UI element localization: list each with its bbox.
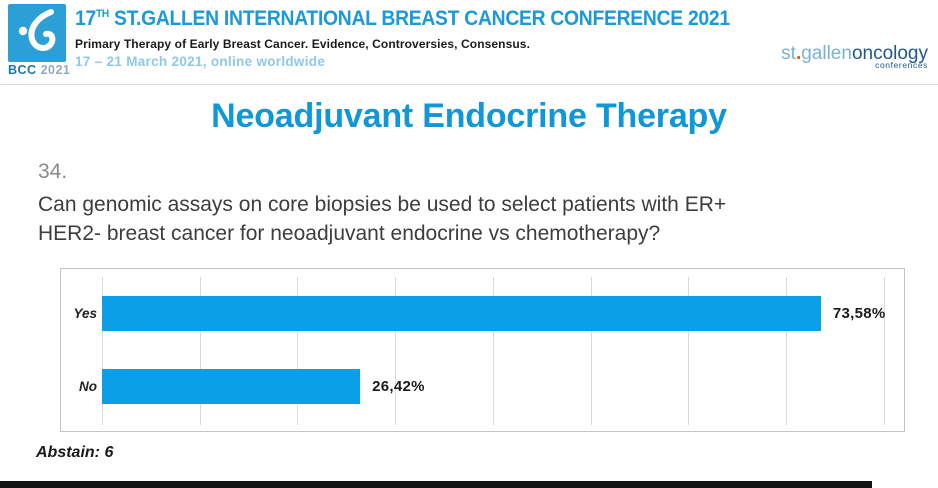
header-divider [0, 84, 938, 85]
gridline-10 [199, 277, 201, 425]
abstain-count: Abstain: 6 [36, 444, 114, 461]
gridline-50 [590, 277, 592, 425]
conference-title: 17TH ST.GALLEN INTERNATIONAL BREAST CANC… [75, 7, 730, 30]
bar-yes [102, 296, 821, 331]
gridline-0 [102, 277, 103, 425]
question-line-2: HER2- breast cancer for neoadjuvant endo… [38, 222, 661, 245]
stgallen-oncology-wordmark: st.gallenoncology [781, 43, 928, 64]
question-text: Can genomic assays on core biopsies be u… [38, 190, 918, 248]
value-label-no: 26,42% [372, 378, 425, 395]
gridline-80 [883, 277, 885, 425]
conferences-label: conferences [875, 60, 928, 70]
stgallen-oncology-logo: st.gallenoncology conferences [781, 44, 928, 70]
value-label-yes: 73,58% [832, 305, 886, 322]
category-label-no: No [79, 379, 97, 394]
video-progress-bar[interactable] [0, 481, 872, 488]
bcc-drop-icon [8, 4, 68, 62]
question-number: 34. [38, 160, 68, 183]
category-label-yes: Yes [73, 306, 97, 321]
slide-title: Neoadjuvant Endocrine Therapy [211, 97, 727, 135]
gridline-30 [395, 277, 397, 425]
bcc-logo: BCC 2021 [8, 4, 71, 77]
conference-titles: 17TH ST.GALLEN INTERNATIONAL BREAST CANC… [75, 7, 787, 69]
poll-bar-chart: Yes 73,58% No 26,42% [60, 268, 905, 432]
gridline-40 [492, 277, 494, 425]
question-line-1: Can genomic assays on core biopsies be u… [38, 193, 727, 216]
gridline-20 [297, 277, 299, 425]
bar-no [102, 369, 361, 404]
conference-subtitle: Primary Therapy of Early Breast Cancer. … [75, 37, 531, 51]
conference-dates: 17 – 21 March 2021, online worldwide [75, 54, 326, 69]
bcc-logo-label: BCC 2021 [8, 63, 71, 77]
gridline-60 [688, 277, 690, 425]
gridline-70 [785, 277, 787, 425]
